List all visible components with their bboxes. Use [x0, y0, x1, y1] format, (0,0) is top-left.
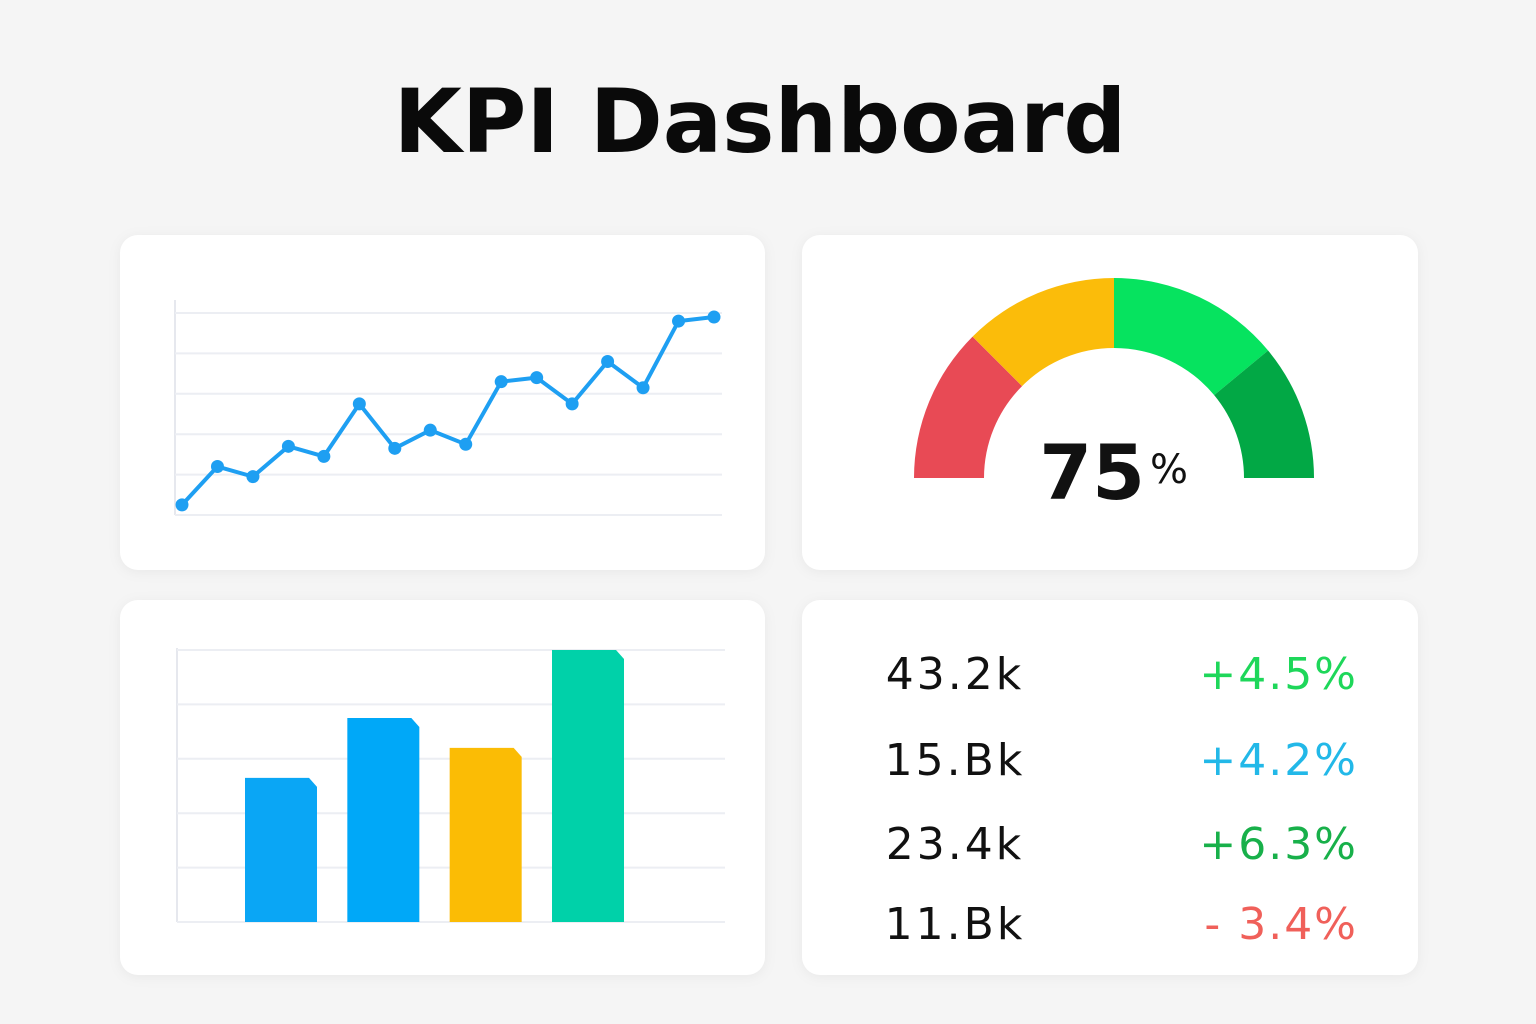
line-card: [120, 235, 765, 570]
gauge-band: [1114, 278, 1269, 396]
line-point: [175, 498, 189, 512]
stat-value: 23.4k: [886, 819, 1024, 870]
stat-change: - 3.4%: [1204, 899, 1358, 950]
gauge-band: [972, 278, 1114, 387]
line-point: [707, 310, 721, 324]
stat-change: +4.5%: [1199, 649, 1358, 700]
bar: [449, 747, 522, 922]
line-point: [494, 375, 508, 389]
line-point: [636, 381, 650, 395]
stats-card: [802, 600, 1418, 975]
line-point: [672, 314, 686, 328]
gauge-value: 75: [1039, 428, 1145, 517]
stat-value: 15.Bk: [885, 735, 1026, 786]
line-point: [601, 354, 615, 368]
stat-change: +6.3%: [1199, 819, 1358, 870]
bar: [245, 777, 317, 922]
line-point: [210, 460, 224, 474]
line-point: [459, 437, 473, 451]
gauge-band: [1214, 350, 1314, 478]
line-point: [246, 470, 260, 484]
title: KPI Dashboard: [394, 70, 1127, 173]
line-point: [530, 371, 544, 385]
line-series: [180, 315, 715, 507]
gauge-card: [802, 235, 1418, 570]
bar: [347, 718, 420, 922]
line-point: [352, 397, 366, 411]
line-point: [423, 423, 437, 437]
line-point: [281, 439, 295, 453]
gauge-band: [914, 336, 1023, 478]
bar-card: [120, 600, 765, 975]
line-point: [317, 449, 331, 463]
bar: [552, 650, 624, 922]
gauge-unit: %: [1150, 447, 1188, 493]
stat-change: +4.2%: [1199, 735, 1358, 786]
line-point: [388, 441, 402, 455]
stat-value: 43.2k: [886, 649, 1024, 700]
line-point: [565, 397, 579, 411]
stat-value: 11.Bk: [885, 899, 1026, 950]
